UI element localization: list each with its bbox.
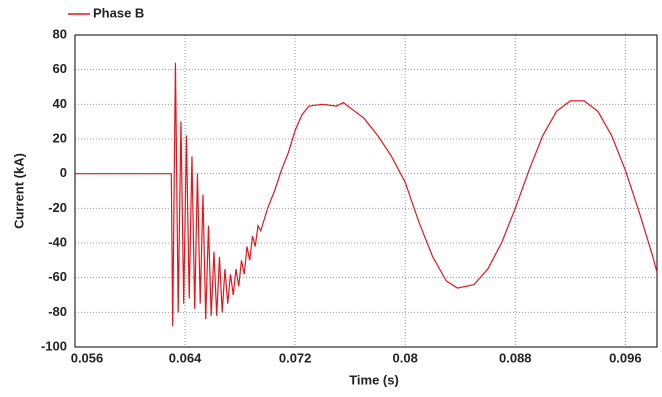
- x-axis-label: Time (s): [349, 372, 399, 387]
- y-tick-label: 20: [53, 130, 67, 145]
- y-tick-label: 0: [60, 165, 67, 180]
- x-tick-label: 0.064: [169, 350, 202, 365]
- y-axis-label: Current (kA): [11, 153, 26, 229]
- x-tick-label: 0.072: [279, 350, 312, 365]
- plot-border: [74, 34, 658, 348]
- y-tick-label: 40: [53, 96, 67, 111]
- x-tick-label: 0.056: [71, 350, 104, 365]
- y-tick-label: 80: [53, 26, 67, 41]
- legend-label: Phase B: [93, 5, 144, 20]
- x-tick-label: 0.096: [609, 350, 642, 365]
- y-tick-label: -40: [48, 234, 67, 249]
- y-tick-label: -100: [41, 338, 67, 353]
- y-tick-label: -80: [48, 304, 67, 319]
- y-tick-label: -60: [48, 269, 67, 284]
- data-line: [75, 62, 658, 327]
- x-tick-label: 0.088: [499, 350, 532, 365]
- x-tick-label: 0.08: [393, 350, 418, 365]
- y-tick-label: -20: [48, 200, 67, 215]
- y-tick-label: 60: [53, 61, 67, 76]
